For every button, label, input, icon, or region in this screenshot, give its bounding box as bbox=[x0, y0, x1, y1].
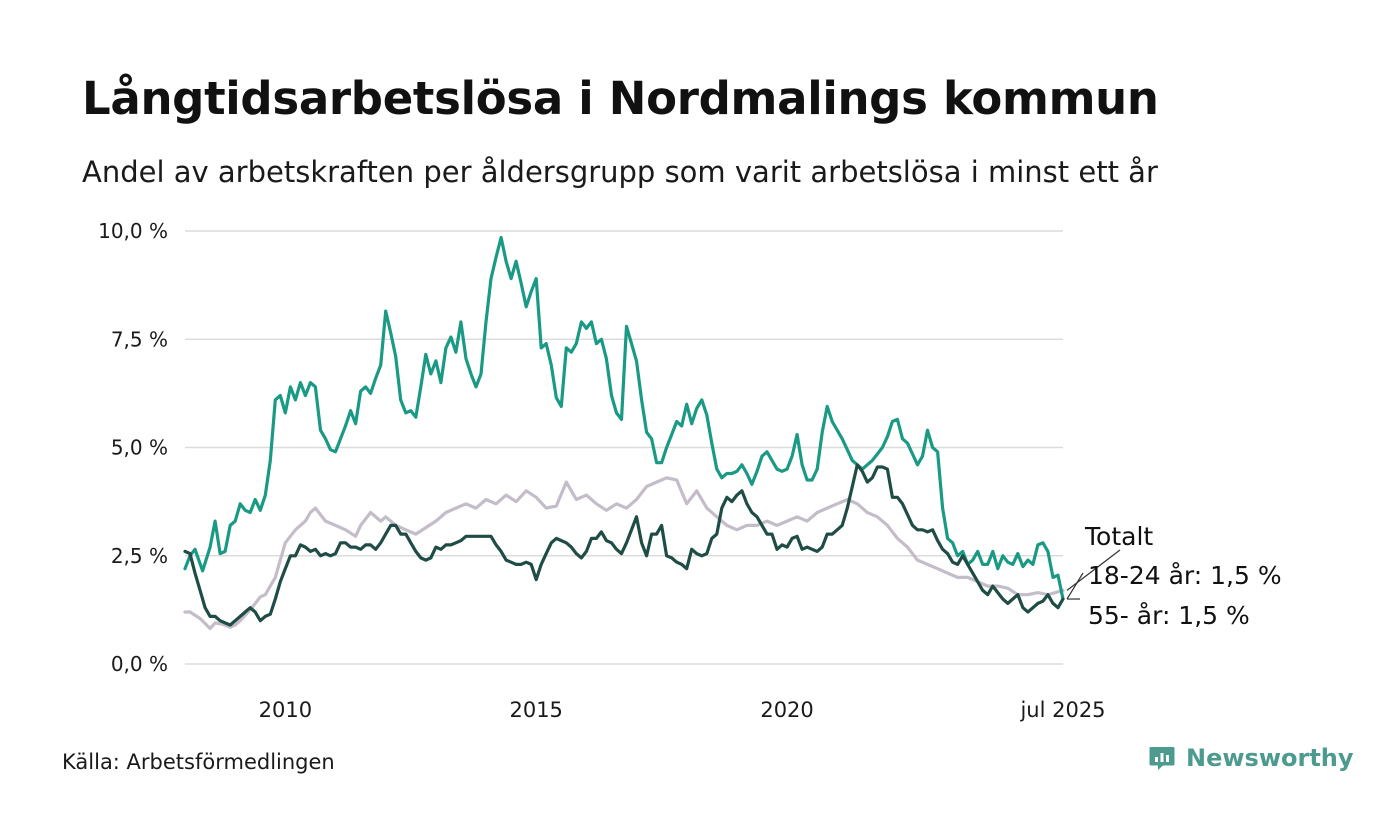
chart-subtitle: Andel av arbetskraften per åldersgrupp s… bbox=[82, 155, 1158, 189]
y-tick-label: 2,5 % bbox=[111, 544, 168, 568]
y-tick-label: 10,0 % bbox=[98, 219, 168, 243]
series-end-label: 18-24 år: 1,5 % bbox=[1088, 561, 1282, 590]
series-line-1 bbox=[183, 235, 1065, 601]
source-note: Källa: Arbetsförmedlingen bbox=[62, 750, 335, 774]
y-axis-tick-labels: 0,0 % 2,5 % 5,0 % 7,5 % 10,0 % bbox=[98, 219, 168, 676]
brand-logo[interactable]: Newsworthy bbox=[1148, 744, 1354, 772]
x-tick-label: 2015 bbox=[509, 698, 562, 722]
newsworthy-logo-icon bbox=[1149, 747, 1175, 770]
y-tick-label: 0,0 % bbox=[111, 652, 168, 676]
x-tick-label: jul 2025 bbox=[1019, 698, 1105, 722]
series-end-labels: Totalt 18-24 år: 1,5 % 55- år: 1,5 % bbox=[1066, 522, 1282, 630]
chart-title: Långtidsarbetslösa i Nordmalings kommun bbox=[82, 72, 1159, 125]
series-end-label: Totalt bbox=[1084, 522, 1153, 551]
gridlines bbox=[185, 230, 1063, 665]
x-axis-tick-labels: 2010 2015 2020 jul 2025 bbox=[259, 698, 1106, 722]
series-end-label: 55- år: 1,5 % bbox=[1088, 601, 1250, 630]
series-line-2 bbox=[183, 463, 1065, 627]
series-line-0 bbox=[183, 476, 1065, 631]
y-tick-label: 7,5 % bbox=[111, 327, 168, 351]
brand-name: Newsworthy bbox=[1186, 744, 1354, 772]
series-lines bbox=[183, 235, 1065, 631]
y-tick-label: 5,0 % bbox=[111, 436, 168, 460]
x-tick-label: 2010 bbox=[259, 698, 312, 722]
x-tick-label: 2020 bbox=[760, 698, 813, 722]
label-leader-line bbox=[1066, 572, 1084, 600]
